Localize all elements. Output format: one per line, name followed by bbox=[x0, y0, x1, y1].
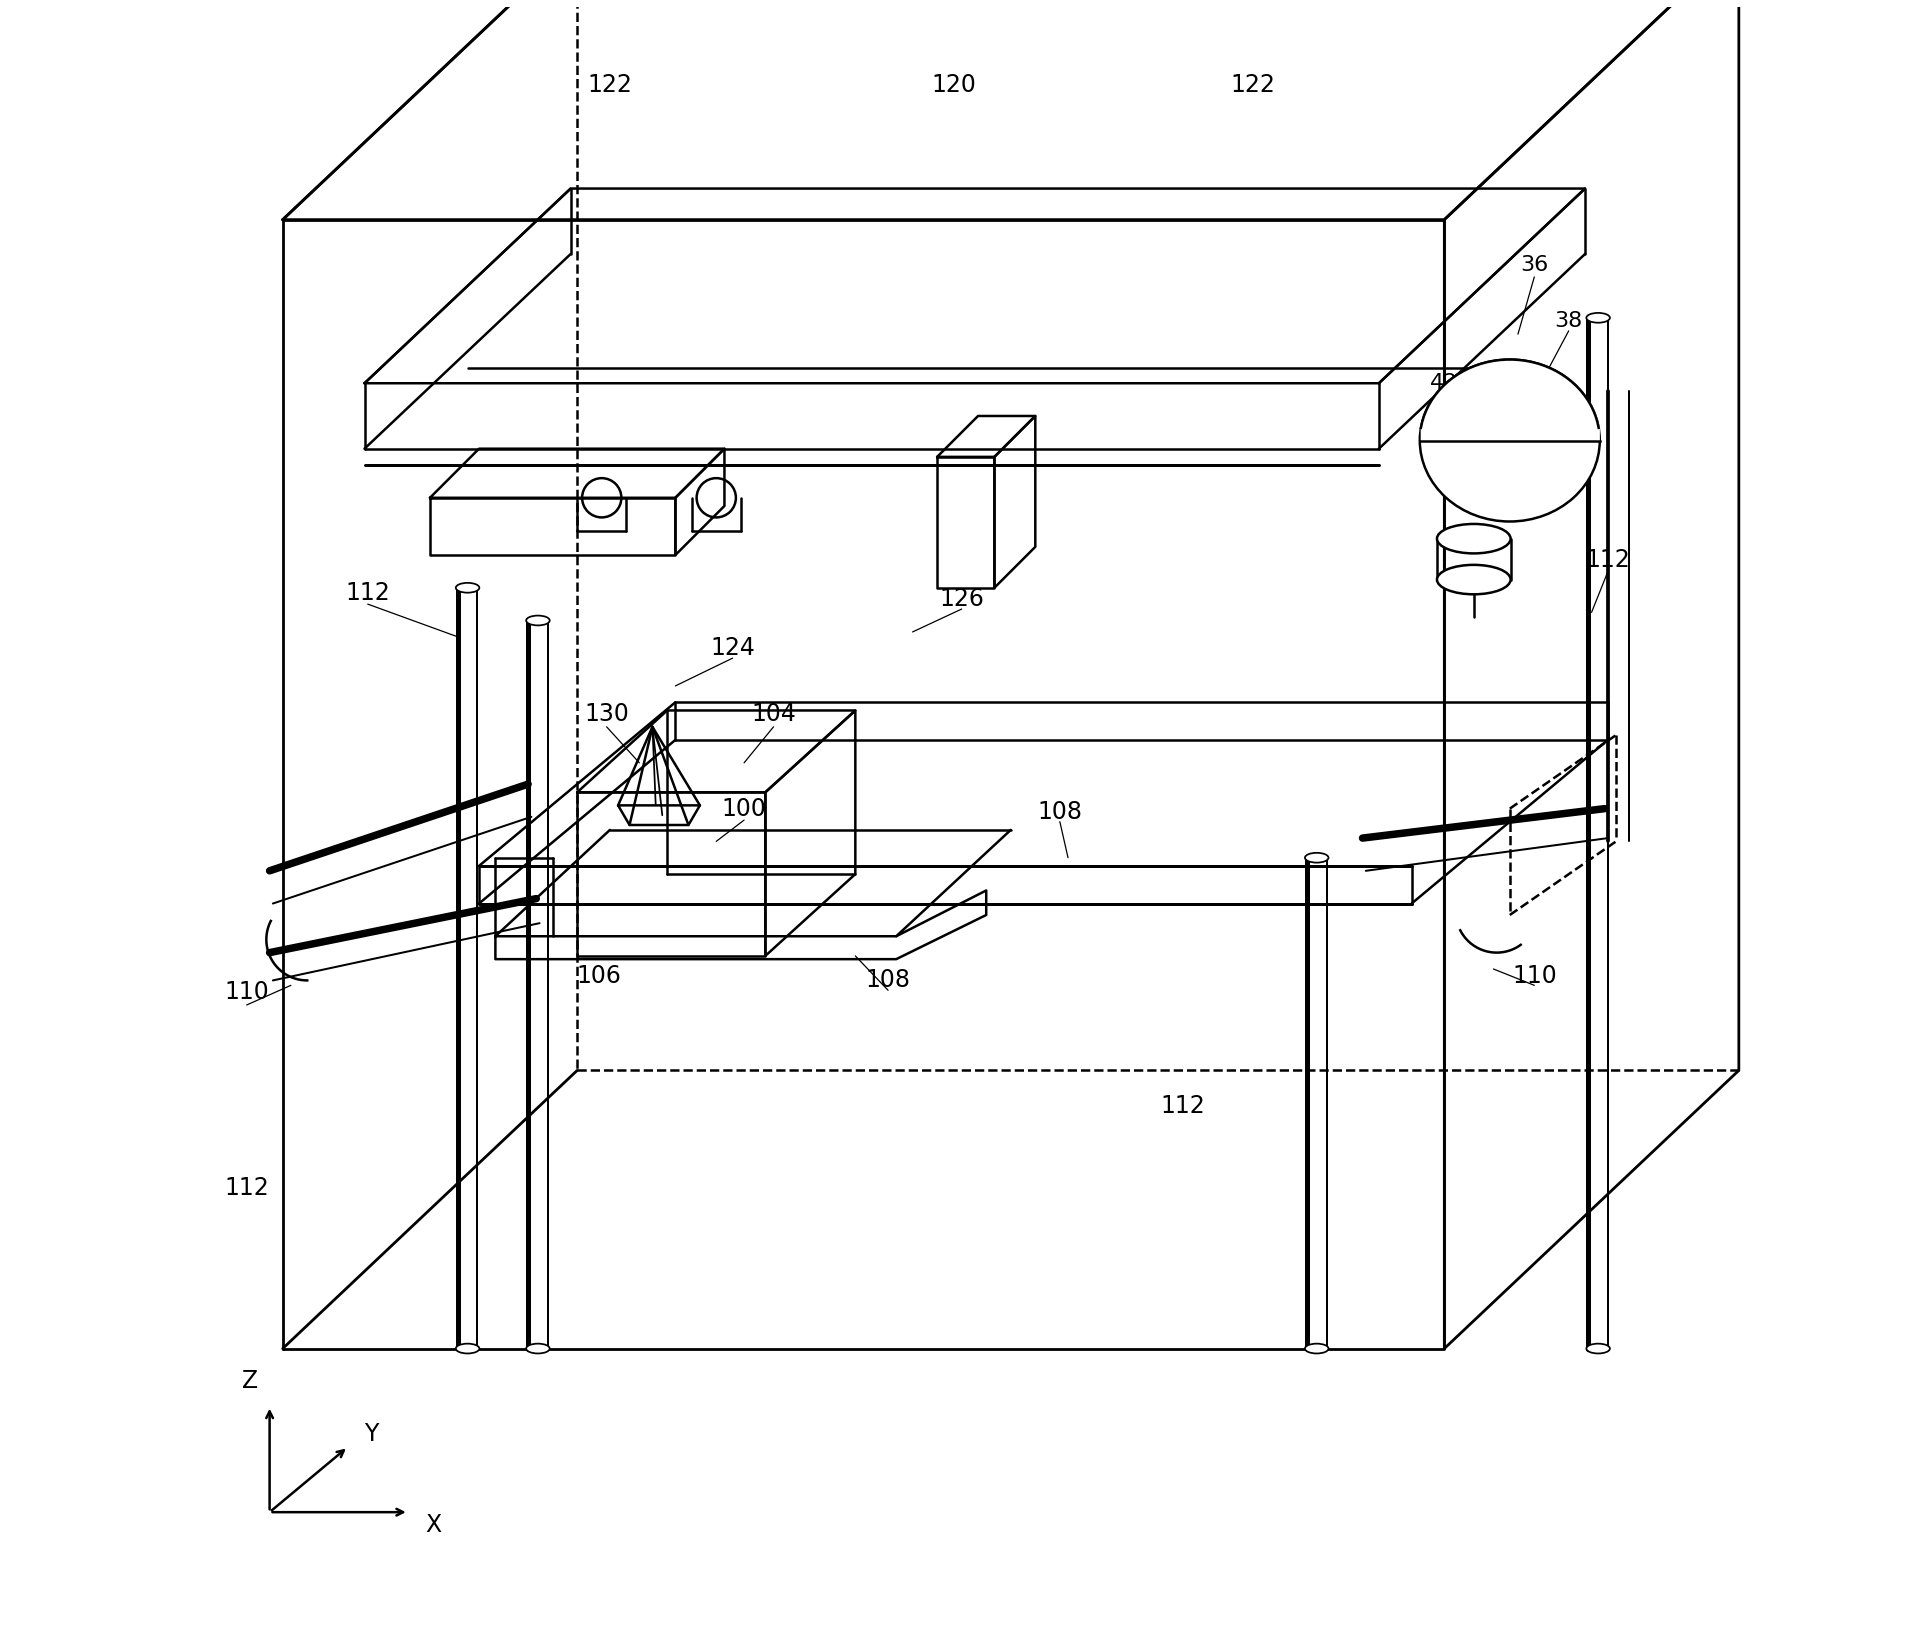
Ellipse shape bbox=[1304, 853, 1329, 863]
Text: 108: 108 bbox=[1037, 800, 1083, 823]
Ellipse shape bbox=[1438, 525, 1510, 553]
Text: 122: 122 bbox=[587, 74, 633, 97]
Text: 112: 112 bbox=[1159, 1094, 1205, 1119]
Text: Y: Y bbox=[364, 1422, 378, 1445]
Ellipse shape bbox=[456, 1343, 479, 1353]
Ellipse shape bbox=[1421, 360, 1600, 521]
Text: 112: 112 bbox=[1585, 548, 1630, 573]
Text: 110: 110 bbox=[1512, 964, 1556, 987]
Text: 100: 100 bbox=[721, 797, 767, 820]
Text: 106: 106 bbox=[576, 964, 622, 987]
Text: 104: 104 bbox=[751, 701, 795, 726]
Ellipse shape bbox=[526, 615, 549, 625]
Text: Z: Z bbox=[242, 1370, 257, 1393]
Text: 124: 124 bbox=[709, 637, 755, 660]
Ellipse shape bbox=[1304, 1343, 1329, 1353]
Ellipse shape bbox=[456, 582, 479, 592]
Text: 42: 42 bbox=[1430, 373, 1459, 393]
Text: 110: 110 bbox=[225, 980, 269, 1003]
Text: 130: 130 bbox=[584, 701, 629, 726]
Text: 122: 122 bbox=[1230, 74, 1276, 97]
Text: 120: 120 bbox=[931, 74, 976, 97]
Ellipse shape bbox=[1587, 314, 1610, 323]
Text: 108: 108 bbox=[866, 969, 910, 992]
Ellipse shape bbox=[1438, 564, 1510, 594]
Text: 38: 38 bbox=[1554, 312, 1583, 332]
Text: 126: 126 bbox=[940, 587, 984, 610]
Ellipse shape bbox=[1587, 1343, 1610, 1353]
Text: X: X bbox=[425, 1513, 441, 1538]
Text: 112: 112 bbox=[345, 581, 391, 604]
Text: 112: 112 bbox=[225, 1176, 269, 1200]
Ellipse shape bbox=[526, 1343, 549, 1353]
Text: 36: 36 bbox=[1520, 256, 1548, 276]
